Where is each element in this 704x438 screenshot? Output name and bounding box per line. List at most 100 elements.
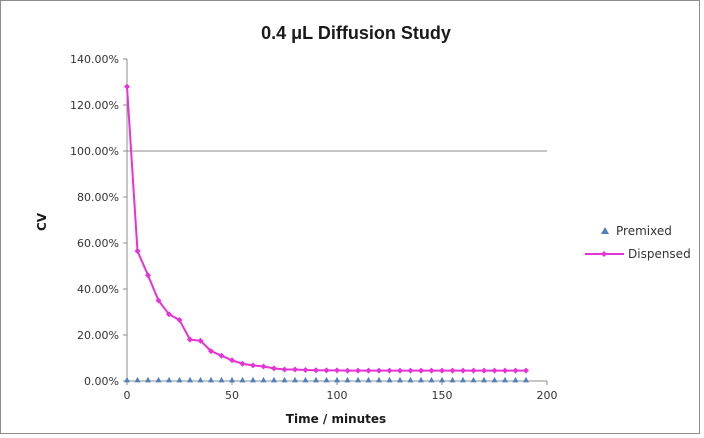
point-dispensed	[145, 272, 151, 279]
point-premixed	[313, 376, 319, 383]
point-premixed	[302, 376, 309, 383]
point-dispensed	[491, 367, 498, 374]
point-dispensed	[208, 348, 214, 355]
y-tick-label: 0.00%	[84, 375, 119, 388]
point-dispensed	[187, 336, 193, 343]
point-premixed	[239, 376, 246, 383]
point-dispensed	[439, 367, 445, 374]
point-dispensed	[197, 337, 204, 344]
y-tick-label: 120.00%	[70, 99, 119, 112]
point-dispensed	[271, 365, 277, 372]
point-dispensed	[323, 367, 330, 374]
point-dispensed	[281, 366, 288, 373]
point-dispensed	[166, 311, 172, 318]
y-tick-label: 60.00%	[77, 237, 119, 250]
point-premixed	[229, 376, 235, 383]
point-dispensed	[239, 360, 246, 367]
point-premixed	[397, 376, 403, 383]
point-premixed	[355, 376, 361, 383]
point-premixed	[134, 376, 141, 383]
chart-title: 0.4 μL Diffusion Study	[261, 23, 451, 43]
y-tick-label: 20.00%	[77, 329, 119, 342]
point-dispensed	[523, 367, 529, 374]
series-dispensed	[124, 83, 529, 374]
point-dispensed	[344, 367, 351, 374]
legend-premixed-marker	[601, 227, 609, 234]
point-premixed	[250, 376, 256, 383]
x-tick-label: 100	[327, 389, 348, 402]
point-premixed	[386, 376, 393, 383]
x-tick-label: 0	[124, 389, 131, 402]
x-tick-label: 50	[225, 389, 239, 402]
point-dispensed	[449, 367, 456, 374]
point-premixed	[281, 376, 288, 383]
legend-dispensed-marker	[601, 251, 607, 257]
point-premixed	[176, 376, 183, 383]
series-premixed	[124, 376, 529, 383]
legend: Premixed Dispensed	[585, 224, 691, 261]
point-premixed	[197, 376, 204, 383]
x-tick-label: 200	[537, 389, 558, 402]
point-premixed	[512, 376, 519, 383]
y-tick-labels: 0.00% 20.00% 40.00% 60.00% 80.00% 100.00% 120.…	[70, 53, 127, 388]
y-tick-label: 80.00%	[77, 191, 119, 204]
point-premixed	[323, 376, 330, 383]
point-dispensed	[292, 366, 298, 373]
point-dispensed	[365, 367, 372, 374]
point-dispensed	[397, 367, 403, 374]
point-dispensed	[418, 367, 424, 374]
point-dispensed	[428, 367, 435, 374]
point-premixed	[344, 376, 351, 383]
x-tick-label: 150	[432, 389, 453, 402]
point-dispensed	[407, 367, 414, 374]
point-dispensed	[218, 352, 225, 359]
axes	[126, 59, 547, 382]
point-premixed	[376, 376, 382, 383]
y-axis-title: CV	[35, 212, 49, 231]
point-dispensed	[512, 367, 519, 374]
y-tick-label: 40.00%	[77, 283, 119, 296]
point-dispensed	[260, 363, 267, 370]
point-premixed	[271, 376, 277, 383]
point-premixed	[439, 376, 445, 383]
point-dispensed	[376, 367, 382, 374]
x-tick-labels: 0 50 100 150 200	[124, 381, 558, 402]
point-premixed	[187, 376, 193, 383]
point-premixed	[491, 376, 498, 383]
point-premixed	[124, 376, 130, 383]
y-tick-label: 100.00%	[70, 145, 119, 158]
point-premixed	[523, 376, 529, 383]
line-dispensed	[126, 86, 526, 372]
point-premixed	[428, 376, 435, 383]
point-premixed	[407, 376, 414, 383]
point-premixed	[365, 376, 372, 383]
legend-entry-premixed: Premixed	[601, 224, 672, 238]
x-axis-title: Time / minutes	[286, 412, 386, 426]
point-dispensed	[470, 367, 477, 374]
point-dispensed	[250, 362, 256, 369]
point-dispensed	[386, 367, 393, 374]
point-premixed	[155, 376, 162, 383]
point-premixed	[208, 376, 214, 383]
point-premixed	[470, 376, 477, 383]
point-dispensed	[176, 317, 183, 324]
point-premixed	[166, 376, 172, 383]
y-tick-label: 140.00%	[70, 53, 119, 66]
series-layer	[124, 83, 529, 383]
point-dispensed	[481, 367, 487, 374]
point-dispensed	[313, 367, 319, 374]
point-dispensed	[502, 367, 508, 374]
point-premixed	[449, 376, 456, 383]
legend-premixed-label: Premixed	[616, 224, 672, 238]
point-premixed	[292, 376, 298, 383]
point-premixed	[218, 376, 225, 383]
point-dispensed	[334, 367, 340, 374]
legend-entry-dispensed: Dispensed	[585, 247, 691, 261]
point-dispensed	[155, 297, 162, 304]
point-dispensed	[134, 248, 141, 255]
point-dispensed	[229, 357, 235, 364]
point-premixed	[460, 376, 466, 383]
legend-dispensed-label: Dispensed	[628, 247, 691, 261]
